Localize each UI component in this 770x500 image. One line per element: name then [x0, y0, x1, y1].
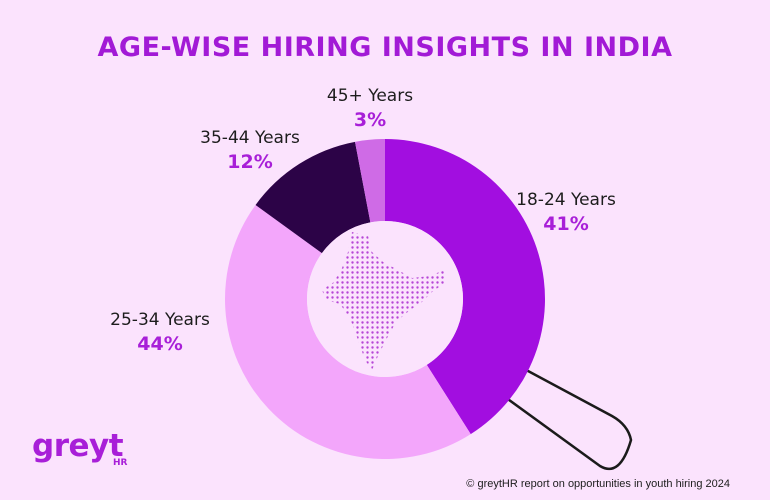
greythr-logo-sub: HR — [113, 458, 128, 468]
label-25-34-name: 25-34 Years — [110, 310, 210, 330]
label-18-24: 18-24 Years 41% — [496, 190, 636, 235]
label-45plus-name: 45+ Years — [326, 86, 414, 106]
label-35-44-value: 12% — [227, 151, 273, 173]
magnifier-handle — [503, 362, 633, 471]
label-35-44-name: 35-44 Years — [200, 128, 300, 148]
label-35-44: 35-44 Years 12% — [180, 128, 320, 173]
label-18-24-name: 18-24 Years — [516, 190, 616, 210]
slice-25-34-years — [225, 204, 471, 460]
label-45plus: 45+ Years 3% — [300, 86, 440, 131]
chart-title: AGE-WISE HIRING INSIGHTS IN INDIA — [97, 32, 673, 63]
label-25-34: 25-34 Years 44% — [90, 310, 230, 355]
label-45plus-value: 3% — [353, 109, 387, 131]
slice-45-years — [355, 139, 385, 223]
greythr-logo: greyt — [32, 428, 124, 464]
label-18-24-value: 41% — [543, 213, 589, 235]
slice-18-24-years — [385, 139, 545, 435]
label-25-34-value: 44% — [137, 333, 183, 355]
slice-35-44-years — [255, 141, 371, 254]
source-note: © greytHR report on opportunities in you… — [466, 478, 730, 490]
india-map — [322, 232, 446, 370]
